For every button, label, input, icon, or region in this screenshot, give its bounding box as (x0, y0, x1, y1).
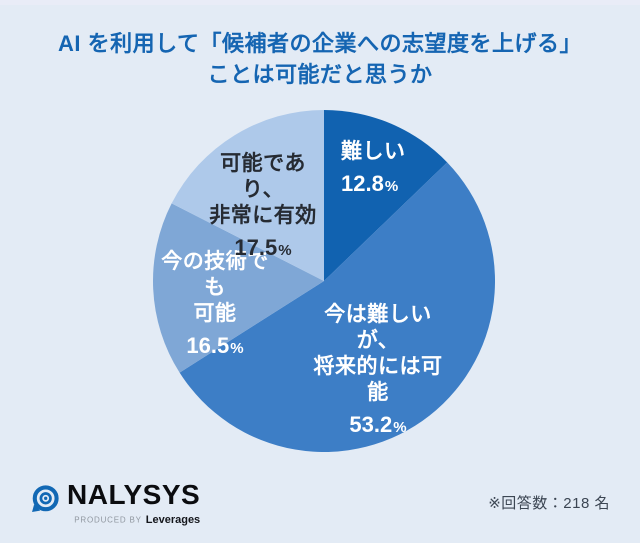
percent-unit: % (393, 419, 407, 436)
slice-label-text: 可能 (193, 302, 237, 325)
slice-label-text: 可能であり、 (220, 152, 306, 201)
slice-label-future-possible: 今は難しいが、 将来的には可能 53.2% (303, 302, 453, 441)
nalysys-logo-icon (32, 485, 59, 512)
producer-name: Leverages (145, 513, 201, 526)
percent-unit: % (278, 242, 292, 259)
percent-value: 16.5 (186, 333, 230, 358)
slice-label-possible-effective: 可能であり、 非常に有効 17.5% (200, 151, 326, 264)
slice-label-text: 難しい (341, 140, 406, 163)
slice-label-text: 非常に有効 (209, 204, 317, 227)
respondent-count-note: ※回答数：218 名 (488, 495, 610, 512)
page-title-line1: AI を利用して「候補者の企業への志望度を上げる」 (58, 31, 582, 56)
pie-slice-3 (171, 110, 324, 281)
page-title: AI を利用して「候補者の企業への志望度を上げる」 ことは可能だと思うか (0, 28, 640, 90)
percent-value: 53.2 (349, 412, 393, 437)
slice-label-difficult: 難しい 12.8% (341, 139, 406, 200)
slice-percent: 12.8% (341, 171, 406, 200)
pie-chart (153, 110, 495, 452)
percent-unit: % (384, 178, 399, 195)
slice-percent: 16.5% (151, 333, 279, 362)
slice-label-text: 今の技術でも (161, 250, 269, 299)
slice-label-text: 将来的には可能 (313, 355, 443, 404)
percent-value: 12.8 (341, 171, 384, 196)
pie-slice-0 (324, 110, 448, 281)
slice-label-text: 今は難しいが、 (324, 303, 432, 352)
produced-by-label: PRODUCED BY (74, 515, 142, 525)
slice-label-possible-now: 今の技術でも 可能 16.5% (151, 249, 279, 362)
pie-slice-1 (179, 162, 495, 452)
percent-unit: % (230, 340, 244, 357)
slice-percent: 17.5% (200, 235, 326, 264)
top-border (0, 0, 640, 5)
page-title-line2: ことは可能だと思うか (207, 62, 433, 87)
produced-by-row: PRODUCED BY Leverages (67, 511, 200, 529)
pie-slice-2 (153, 203, 324, 373)
logo-text-block: NALYSYS PRODUCED BY Leverages (67, 479, 201, 529)
slice-percent: 53.2% (303, 412, 453, 441)
logo-wordmark: NALYSYS (67, 479, 201, 510)
percent-value: 17.5 (234, 235, 278, 260)
nalysys-logo: NALYSYS PRODUCED BY Leverages (30, 479, 201, 529)
